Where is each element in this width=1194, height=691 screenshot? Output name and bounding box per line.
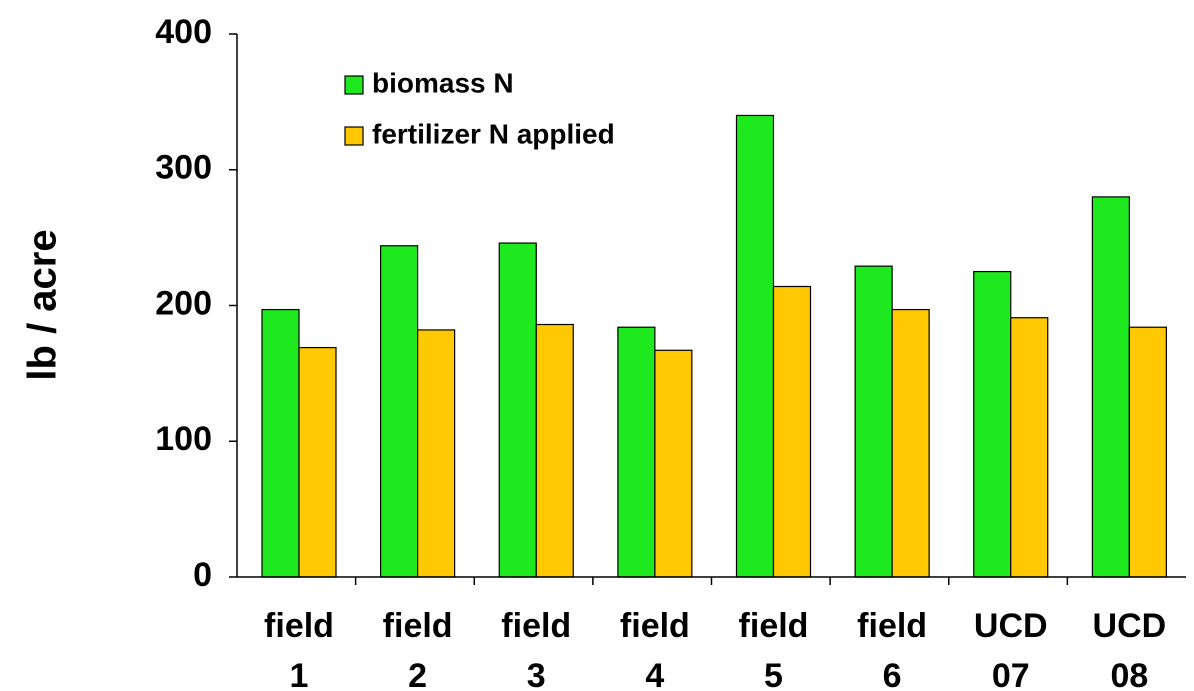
x-tick-label: field (620, 607, 690, 645)
bar (380, 245, 419, 578)
y-tick-label: 200 (155, 284, 212, 322)
x-tick-label: field (739, 607, 809, 645)
x-tick-label: 2 (408, 657, 427, 691)
bar (617, 326, 656, 578)
bar (854, 265, 893, 578)
y-axis-label: lb / acre (21, 229, 65, 380)
x-tick-label: field (383, 607, 453, 645)
x-tick-label: 5 (764, 657, 783, 691)
x-tick-label: field (264, 607, 334, 645)
y-tick-label: 0 (193, 556, 212, 594)
x-tick-label: UCD (974, 607, 1048, 645)
bar (417, 329, 456, 578)
bar (772, 285, 812, 578)
x-tick-label: field (857, 607, 927, 645)
x-tick-label: field (501, 607, 571, 645)
bar (535, 323, 574, 578)
bar (654, 349, 693, 578)
legend-label: fertilizer N applied (372, 118, 615, 149)
y-tick-label: 300 (155, 149, 212, 187)
x-tick-label: 1 (290, 657, 309, 691)
x-tick-label: UCD (1093, 607, 1167, 645)
bar (735, 114, 775, 578)
x-tick-label: 4 (645, 657, 664, 691)
legend-swatch (344, 126, 364, 146)
x-tick-label: 07 (992, 657, 1030, 691)
bar (498, 242, 537, 578)
bar (1128, 326, 1167, 578)
x-tick-label: 6 (883, 657, 902, 691)
legend-label: biomass N (372, 67, 514, 98)
y-tick-label: 100 (155, 420, 212, 458)
bar (973, 270, 1012, 578)
bar (1091, 196, 1130, 578)
bar (261, 308, 300, 578)
legend-swatch (344, 75, 364, 95)
bar (1010, 317, 1049, 578)
x-tick-label: 08 (1110, 657, 1148, 691)
bar (298, 346, 337, 578)
y-tick-label: 400 (155, 13, 212, 51)
bar (891, 308, 930, 578)
x-tick-label: 3 (527, 657, 546, 691)
